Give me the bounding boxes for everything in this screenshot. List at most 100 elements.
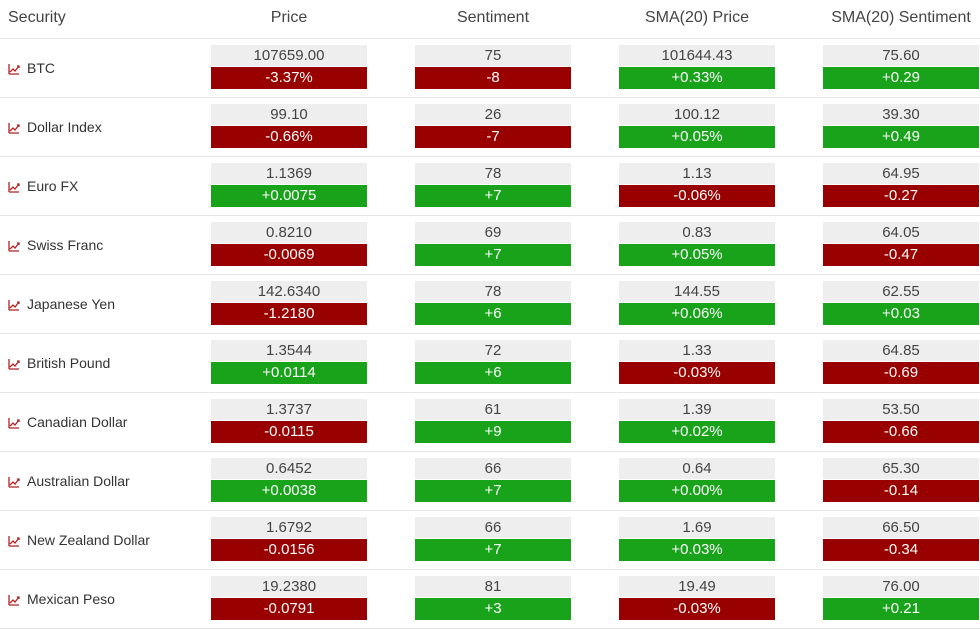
security-cell[interactable]: New Zealand Dollar: [8, 511, 150, 569]
header-sentiment[interactable]: Sentiment: [456, 9, 530, 26]
sma-sentiment-value: 75.60: [823, 45, 979, 66]
sma-sentiment-cell: 39.30 +0.49: [823, 104, 979, 148]
trend-chart-icon[interactable]: [8, 239, 20, 252]
sma-sentiment-value: 62.55: [823, 281, 979, 302]
security-cell[interactable]: British Pound: [8, 334, 110, 392]
sma-price-change: -0.03%: [619, 598, 775, 620]
table-row[interactable]: Japanese Yen 142.6340 -1.2180 78 +6 144.55 +0.…: [0, 275, 980, 334]
trend-chart-icon[interactable]: [8, 416, 20, 429]
security-name[interactable]: Australian Dollar: [27, 473, 130, 489]
sma-sentiment-cell: 75.60 +0.29: [823, 45, 979, 89]
sma-price-cell: 19.49 -0.03%: [619, 576, 775, 620]
sma-sentiment-cell: 53.50 -0.66: [823, 399, 979, 443]
trend-chart-icon[interactable]: [8, 62, 20, 75]
sma-price-change: +0.06%: [619, 303, 775, 325]
price-cell: 1.3544 +0.0114: [211, 340, 367, 384]
price-change: -0.0156: [211, 539, 367, 561]
security-cell[interactable]: Australian Dollar: [8, 452, 130, 510]
security-cell[interactable]: Swiss Franc: [8, 216, 103, 274]
sentiment-change: -7: [415, 126, 571, 148]
sma-price-cell: 1.39 +0.02%: [619, 399, 775, 443]
sma-sentiment-value: 64.95: [823, 163, 979, 184]
security-cell[interactable]: Canadian Dollar: [8, 393, 127, 451]
sentiment-value: 78: [415, 281, 571, 302]
sma-price-change: +0.05%: [619, 244, 775, 266]
sma-sentiment-change: -0.47: [823, 244, 979, 266]
sentiment-cell: 26 -7: [415, 104, 571, 148]
sentiment-change: +7: [415, 244, 571, 266]
sma-sentiment-value: 76.00: [823, 576, 979, 597]
sma-sentiment-change: +0.03: [823, 303, 979, 325]
trend-chart-icon[interactable]: [8, 534, 20, 547]
table-row[interactable]: Mexican Peso 19.2380 -0.0791 81 +3 19.49 -0.03…: [0, 570, 980, 629]
security-cell[interactable]: Japanese Yen: [8, 275, 115, 333]
header-price[interactable]: Price: [270, 9, 308, 26]
table-row[interactable]: Euro FX 1.1369 +0.0075 78 +7 1.13 -0.06% 64.95-…: [0, 157, 980, 216]
security-cell[interactable]: BTC: [8, 39, 55, 97]
table-header: Security Price Sentiment SMA(20) Price S…: [0, 0, 980, 39]
sma-sentiment-change: -0.69: [823, 362, 979, 384]
security-cell[interactable]: Euro FX: [8, 157, 78, 215]
security-name[interactable]: Dollar Index: [27, 119, 102, 135]
security-name[interactable]: Mexican Peso: [27, 591, 115, 607]
sma-sentiment-cell: 66.50 -0.34: [823, 517, 979, 561]
security-cell[interactable]: Mexican Peso: [8, 570, 115, 628]
price-change: +0.0038: [211, 480, 367, 502]
security-cell[interactable]: Dollar Index: [8, 98, 102, 156]
sentiment-cell: 69 +7: [415, 222, 571, 266]
sentiment-value: 69: [415, 222, 571, 243]
security-name[interactable]: New Zealand Dollar: [27, 532, 150, 548]
sma-price-change: -0.03%: [619, 362, 775, 384]
security-name[interactable]: Japanese Yen: [27, 296, 115, 312]
sma-sentiment-change: +0.49: [823, 126, 979, 148]
header-sma-sentiment[interactable]: SMA(20) Sentiment: [831, 9, 971, 26]
trend-chart-icon[interactable]: [8, 180, 20, 193]
sma-price-value: 101644.43: [619, 45, 775, 66]
trend-chart-icon[interactable]: [8, 121, 20, 134]
sma-price-change: +0.03%: [619, 539, 775, 561]
security-name[interactable]: Canadian Dollar: [27, 414, 128, 430]
sma-price-value: 19.49: [619, 576, 775, 597]
security-name[interactable]: BTC: [27, 60, 55, 76]
sma-sentiment-value: 66.50: [823, 517, 979, 538]
table-row[interactable]: BTC 107659.00 -3.37% 75 -8 101644.43 +0.33% 75.…: [0, 39, 980, 98]
sentiment-value: 61: [415, 399, 571, 420]
trend-chart-icon[interactable]: [8, 593, 20, 606]
price-change: -0.0069: [211, 244, 367, 266]
sma-sentiment-change: +0.29: [823, 67, 979, 89]
trend-chart-icon[interactable]: [8, 475, 20, 488]
sma-price-cell: 100.12 +0.05%: [619, 104, 775, 148]
sentiment-cell: 81 +3: [415, 576, 571, 620]
sentiment-change: +6: [415, 362, 571, 384]
price-value: 19.2380: [211, 576, 367, 597]
header-security[interactable]: Security: [8, 9, 66, 26]
sma-sentiment-cell: 76.00 +0.21: [823, 576, 979, 620]
price-value: 142.6340: [211, 281, 367, 302]
price-value: 1.6792: [211, 517, 367, 538]
sma-price-cell: 144.55 +0.06%: [619, 281, 775, 325]
price-cell: 1.6792 -0.0156: [211, 517, 367, 561]
table-row[interactable]: Dollar Index 99.10 -0.66% 26 -7 100.12 +0.05% 3…: [0, 98, 980, 157]
sentiment-change: +9: [415, 421, 571, 443]
header-sma-price[interactable]: SMA(20) Price: [644, 9, 750, 26]
sma-price-cell: 1.33 -0.03%: [619, 340, 775, 384]
price-cell: 19.2380 -0.0791: [211, 576, 367, 620]
sma-sentiment-change: -0.27: [823, 185, 979, 207]
security-name[interactable]: British Pound: [27, 355, 111, 371]
table-row[interactable]: Canadian Dollar 1.3737 -0.0115 61 +9 1.39 +0.0…: [0, 393, 980, 452]
sma-sentiment-cell: 65.30 -0.14: [823, 458, 979, 502]
security-name[interactable]: Swiss Franc: [27, 237, 104, 253]
table-row[interactable]: British Pound 1.3544 +0.0114 72 +6 1.33 -0.03%…: [0, 334, 980, 393]
price-value: 0.6452: [211, 458, 367, 479]
trend-chart-icon[interactable]: [8, 357, 20, 370]
trend-chart-icon[interactable]: [8, 298, 20, 311]
sma-price-value: 1.13: [619, 163, 775, 184]
table-row[interactable]: New Zealand Dollar 1.6792 -0.0156 66 +7 1.69 +…: [0, 511, 980, 570]
price-cell: 107659.00 -3.37%: [211, 45, 367, 89]
sma-sentiment-change: -0.34: [823, 539, 979, 561]
table-row[interactable]: Australian Dollar 0.6452 +0.0038 66 +7 0.64 +0…: [0, 452, 980, 511]
table-body: BTC 107659.00 -3.37% 75 -8 101644.43 +0.33% 75.…: [0, 39, 980, 629]
sentiment-cell: 72 +6: [415, 340, 571, 384]
table-row[interactable]: Swiss Franc 0.8210 -0.0069 69 +7 0.83 +0.05% 64…: [0, 216, 980, 275]
security-name[interactable]: Euro FX: [27, 178, 79, 194]
